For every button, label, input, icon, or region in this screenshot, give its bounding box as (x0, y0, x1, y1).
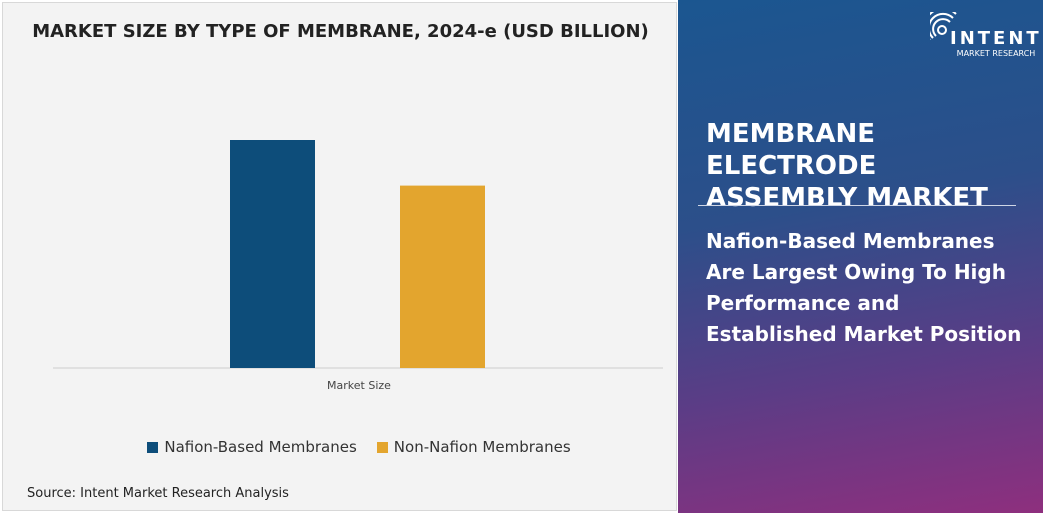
info-panel: INTENT MARKET RESEARCH MEMBRANE ELECTROD… (678, 0, 1043, 513)
market-description: Nafion-Based Membranes Are Largest Owing… (706, 229, 1022, 346)
chart-title: MARKET SIZE BY TYPE OF MEMBRANE, 2024-e … (32, 21, 649, 42)
divider (698, 205, 1016, 206)
legend: Nafion-Based Membranes Non-Nafion Membra… (3, 438, 715, 456)
signal-icon (930, 12, 957, 40)
logo-subtext: MARKET RESEARCH (956, 49, 1036, 58)
legend-swatch (147, 441, 159, 453)
legend-swatch (376, 441, 388, 453)
legend-label: Non-Nafion Membranes (393, 438, 571, 456)
x-axis-label: Market Size (327, 379, 391, 392)
logo-text: INTENT (950, 28, 1042, 49)
legend-label: Nafion-Based Membranes (164, 438, 357, 456)
legend-item-nafion: Nafion-Based Membranes (147, 438, 357, 456)
bar-chart (53, 140, 663, 369)
market-title: MEMBRANE ELECTRODE ASSEMBLY MARKET (706, 119, 988, 213)
source-note: Source: Intent Market Research Analysis (27, 486, 289, 501)
chart-panel: MARKET SIZE BY TYPE OF MEMBRANE, 2024-e … (2, 2, 677, 511)
bar-nafion (230, 140, 315, 368)
logo: INTENT MARKET RESEARCH (930, 12, 1040, 58)
legend-item-non-nafion: Non-Nafion Membranes (376, 438, 571, 456)
bar-non-nafion (400, 185, 485, 368)
